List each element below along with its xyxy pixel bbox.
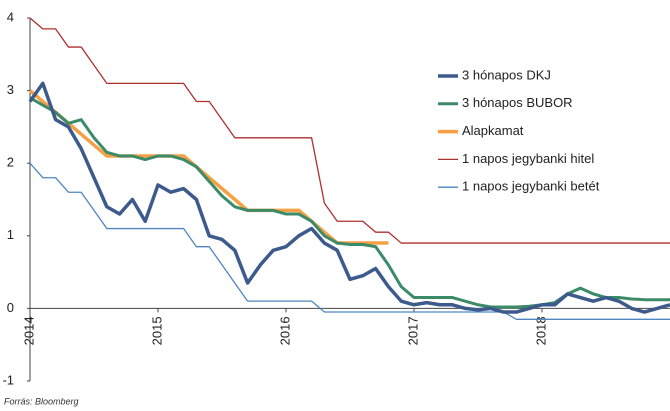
x-tick-label: 2015: [149, 316, 164, 345]
legend-label: 3 hónapos DKJ: [462, 67, 551, 82]
legend-label: 3 hónapos BUBOR: [462, 95, 573, 110]
source-note: Forrás: Bloomberg: [4, 396, 79, 406]
y-tick-label: 2: [7, 155, 14, 170]
x-tick-label: 2018: [533, 316, 548, 345]
series-line: [29, 17, 670, 244]
x-tick-label: 2014: [21, 316, 36, 345]
y-tick-label: 0: [7, 300, 14, 315]
series-line: [28, 89, 389, 245]
y-tick-label: -1: [2, 372, 14, 387]
legend-label: 1 napos jegybanki hitel: [462, 151, 594, 166]
x-tick-label: 2016: [277, 316, 292, 345]
y-tick-label: 1: [7, 227, 14, 242]
x-tick-label: 2017: [405, 316, 420, 345]
y-tick-label: 4: [7, 9, 14, 24]
series-line: [29, 162, 670, 320]
y-tick-label: 3: [7, 82, 14, 97]
legend-label: 1 napos jegybanki betét: [462, 179, 600, 194]
series-line: [28, 81, 670, 314]
legend-label: Alapkamat: [462, 123, 524, 138]
